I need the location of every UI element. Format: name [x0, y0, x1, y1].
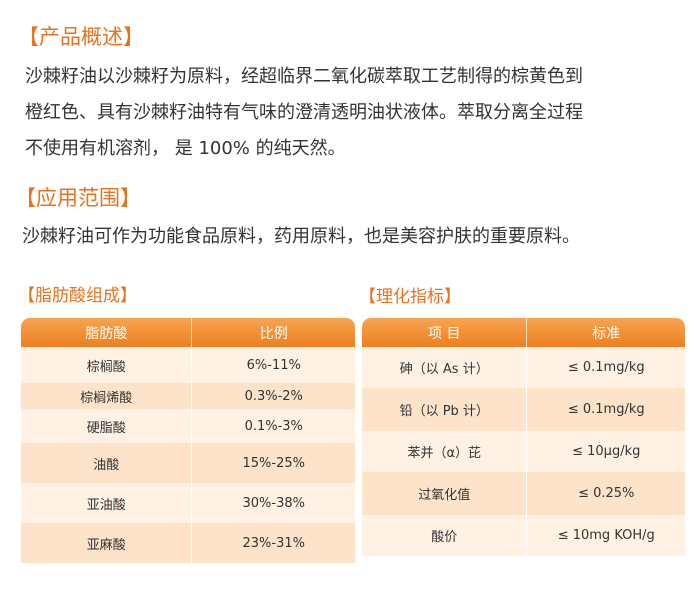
table-cell: ≤ 0.1mg/kg [526, 347, 685, 388]
indicators-heading: 【理化指标】 [359, 287, 461, 307]
table-cell: 过氧化值 [418, 488, 471, 503]
table-cell: 硬脂酸 [86, 420, 126, 436]
table-cell: 亚油酸 [86, 497, 126, 513]
table-cell: ≤ 10μg/kg [526, 431, 685, 472]
table-cell: 23%-31% [191, 523, 355, 563]
table-row: 过氧化值 ≤ 0.25% [362, 472, 685, 515]
column-header: 脂肪酸 [85, 325, 128, 342]
table-row: 棕榈酸 6%-11% [21, 347, 355, 383]
application-text: 沙棘籽油可作为功能食品原料，药用原料，也是美容护肤的重要原料。 [22, 226, 580, 247]
table-cell: 砷（以 As 计） [399, 362, 489, 377]
overview-heading: 【产品概述】 [18, 25, 144, 49]
table-row: 亚油酸 30%-38% [21, 483, 355, 523]
overview-line: 不使用有机溶剂， 是 100% 的纯天然。 [25, 138, 346, 159]
column-header: 比例 [191, 318, 355, 347]
table-header: 脂肪酸 比例 [21, 318, 355, 347]
table-cell: 0.3%-2% [191, 383, 355, 409]
application-heading: 【应用范围】 [15, 186, 141, 210]
table-cell: 铅（以 Pb 计） [399, 404, 489, 419]
table-cell: 30%-38% [191, 483, 355, 523]
table-cell: 棕榈酸 [86, 359, 126, 375]
table-header: 项 目 标准 [362, 318, 685, 347]
table-cell: 15%-25% [191, 443, 355, 483]
table-cell: 油酸 [93, 457, 120, 473]
table-row: 油酸 15%-25% [21, 443, 355, 483]
table-cell: ≤ 10mg KOH/g [526, 515, 685, 556]
table-row: 苯并（α）芘 ≤ 10μg/kg [362, 431, 685, 472]
fatty-acids-heading: 【脂肪酸组成】 [18, 286, 137, 306]
table-row: 砷（以 As 计） ≤ 0.1mg/kg [362, 347, 685, 388]
table-row: 亚麻酸 23%-31% [21, 523, 355, 563]
table-cell: 苯并（α）芘 [407, 446, 482, 461]
overview-line: 橙红色、具有沙棘籽油特有气味的澄清透明油状液体。萃取分离全过程 [25, 102, 583, 123]
table-cell: ≤ 0.25% [526, 472, 685, 515]
table-row: 硬脂酸 0.1%-3% [21, 409, 355, 443]
table-row: 铅（以 Pb 计） ≤ 0.1mg/kg [362, 388, 685, 431]
table-cell: 酸价 [431, 530, 458, 545]
column-header: 项 目 [428, 325, 461, 342]
table-cell: 棕榈烯酸 [80, 390, 133, 406]
table-row: 酸价 ≤ 10mg KOH/g [362, 515, 685, 556]
table-cell: 0.1%-3% [191, 409, 355, 443]
table-cell: 6%-11% [191, 347, 355, 383]
column-header: 标准 [526, 318, 685, 347]
table-cell: ≤ 0.1mg/kg [526, 388, 685, 431]
overview-paragraph: 沙棘籽油以沙棘籽为原料，经超临界二氧化碳萃取工艺制得的棕黄色到 橙红色、具有沙棘… [25, 59, 583, 167]
indicators-table: 项 目 标准 砷（以 As 计） ≤ 0.1mg/kg 铅（以 Pb 计） ≤ … [362, 318, 685, 556]
fatty-acids-table: 脂肪酸 比例 棕榈酸 6%-11% 棕榈烯酸 0.3%-2% 硬脂酸 0.1%-… [21, 318, 355, 563]
table-cell: 亚麻酸 [86, 537, 126, 553]
overview-line: 沙棘籽油以沙棘籽为原料，经超临界二氧化碳萃取工艺制得的棕黄色到 [25, 66, 583, 87]
table-row: 棕榈烯酸 0.3%-2% [21, 383, 355, 409]
